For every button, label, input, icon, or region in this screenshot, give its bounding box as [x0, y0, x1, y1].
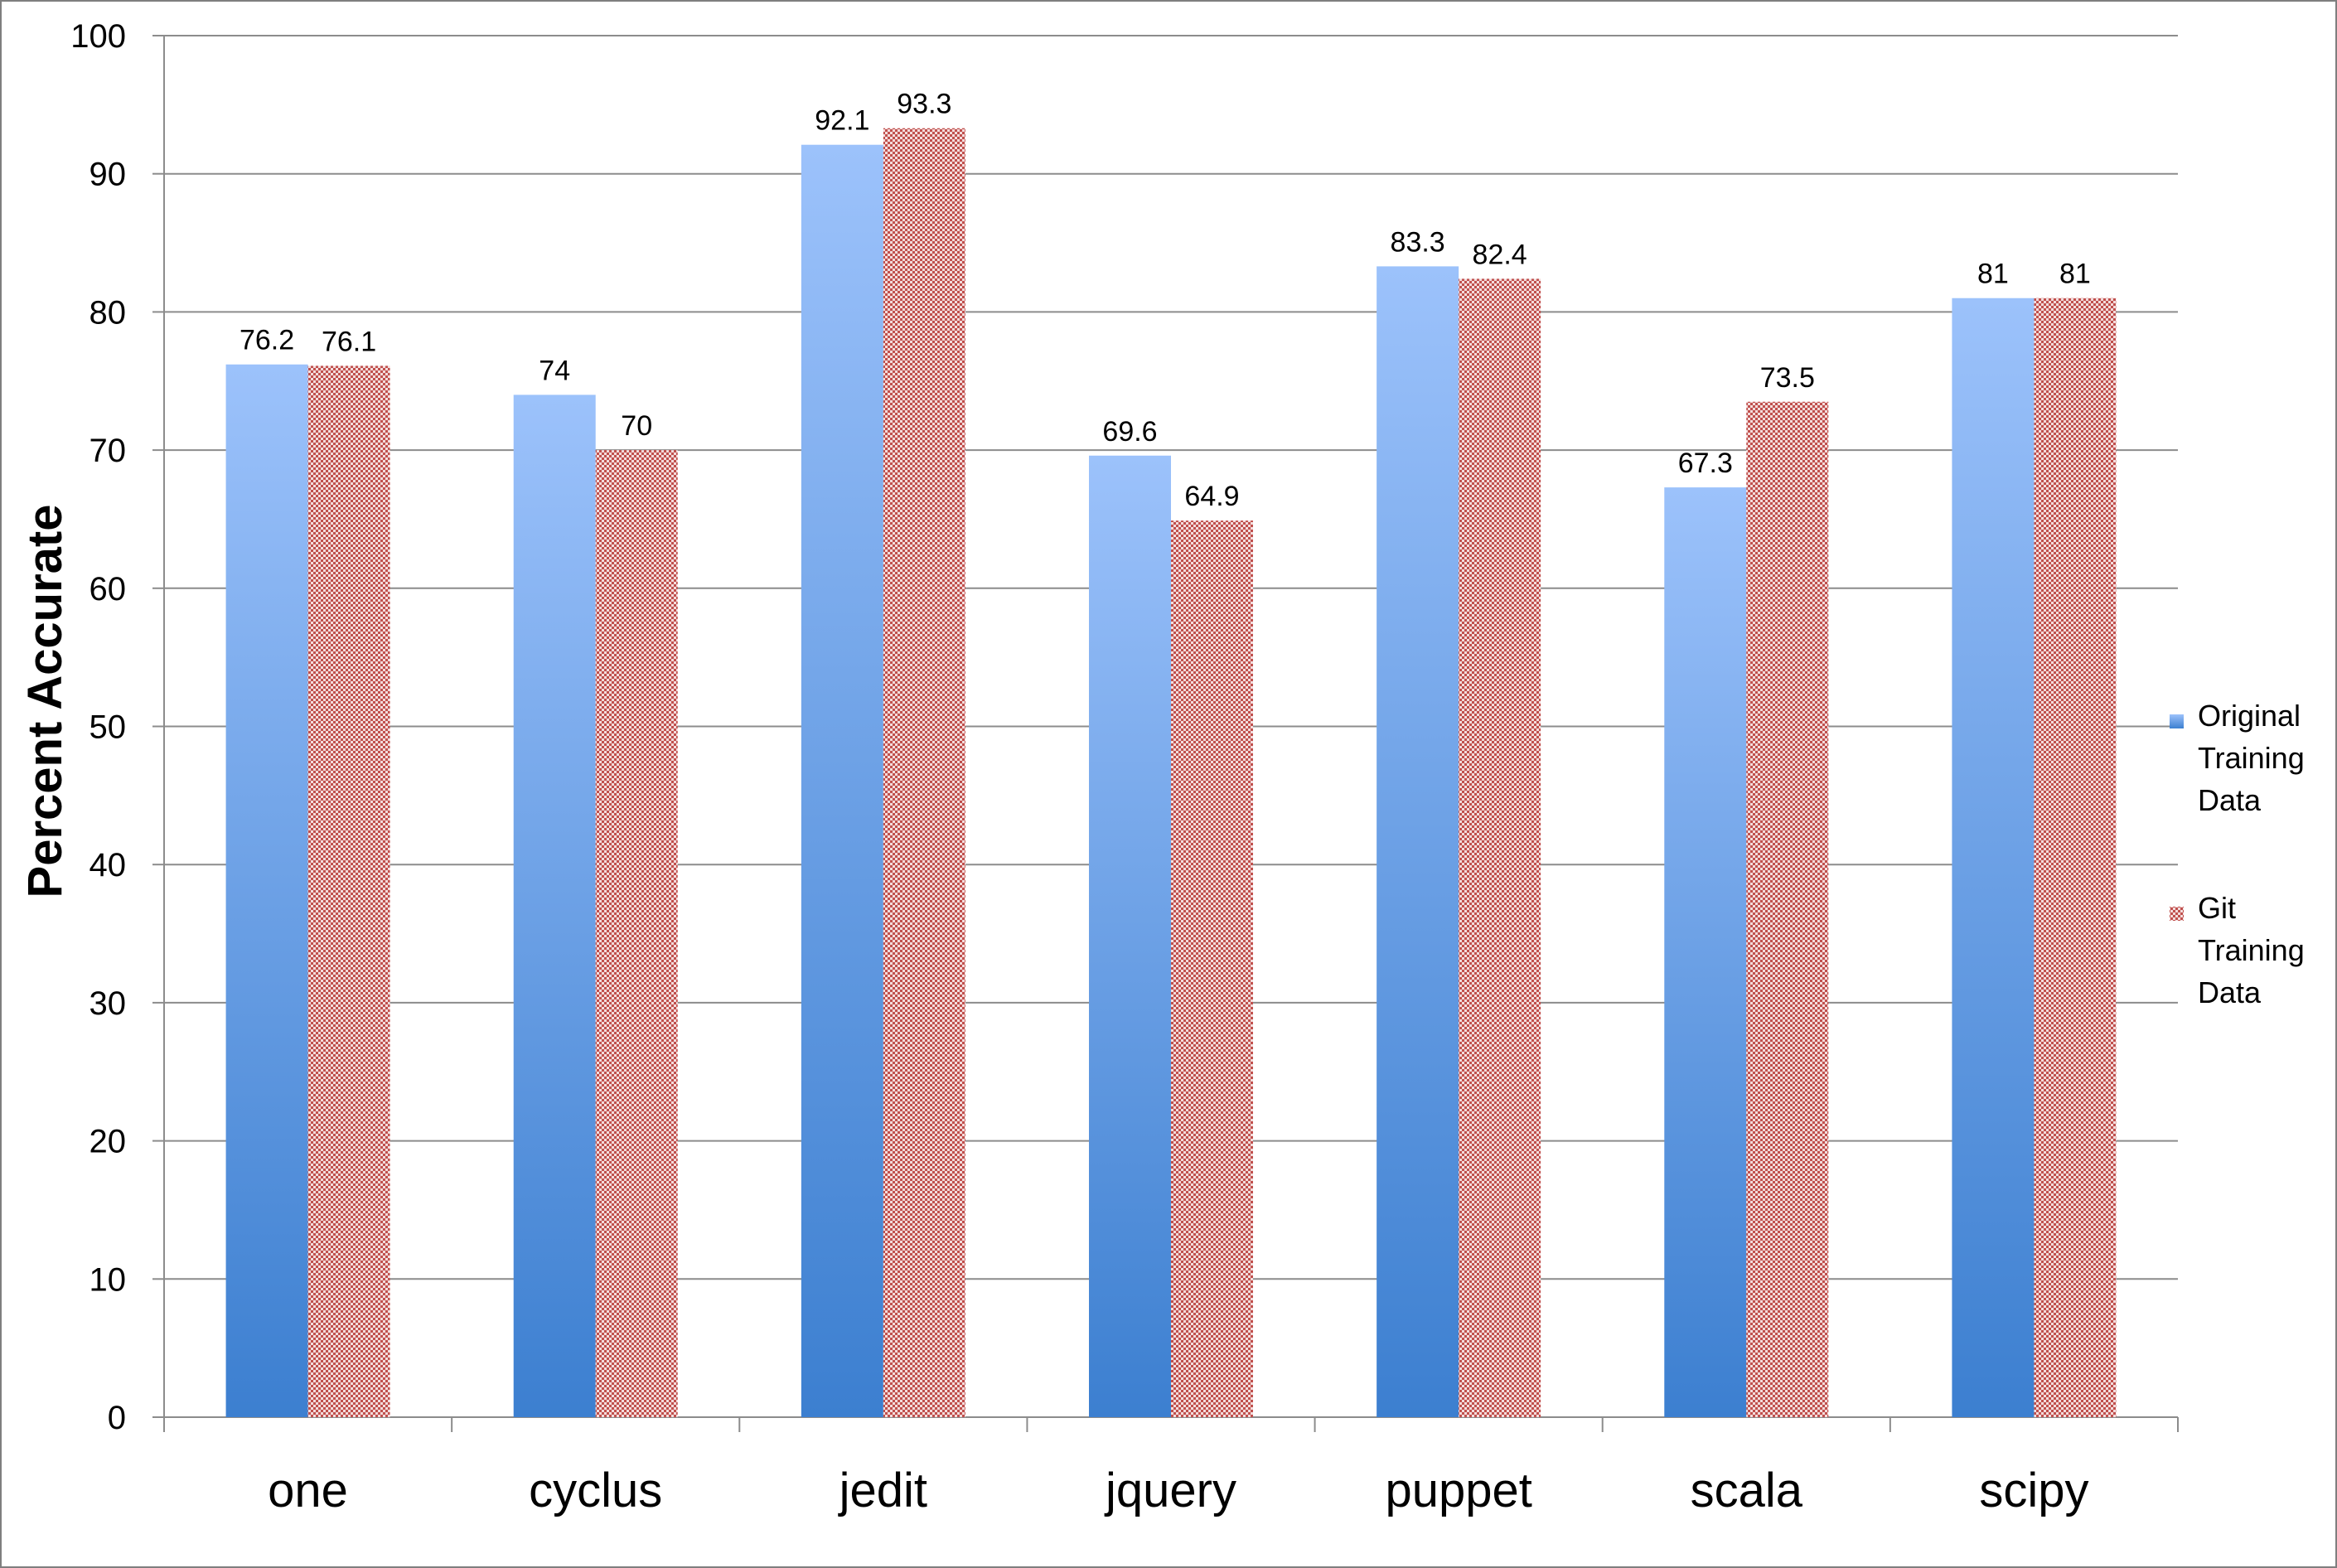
bar-original-scala: [1664, 487, 1747, 1417]
y-tick-label: 0: [108, 1400, 126, 1436]
tick-labels: 0 10 20 30 40 50 60 70 80 90 100 one cyclus jedit jque…: [70, 18, 2088, 1517]
data-label: 92.1: [815, 105, 869, 137]
bar-git-jquery: [1171, 520, 1253, 1418]
bar-git-scipy: [2034, 298, 2117, 1418]
y-tick-label: 70: [90, 433, 127, 469]
bar-original-scipy: [1952, 298, 2035, 1418]
bar-original-one: [225, 364, 308, 1418]
legend-swatch-original: [2170, 714, 2184, 728]
bar-git-scala: [1746, 401, 1829, 1417]
data-label: 81: [1977, 259, 2009, 290]
bar-git-puppet: [1459, 278, 1541, 1418]
bar-git-one: [307, 365, 390, 1418]
y-tick-label: 10: [90, 1261, 127, 1298]
x-tick-label: jedit: [838, 1464, 927, 1517]
legend-label: Git: [2198, 891, 2236, 925]
y-axis-label: Percent Accurate: [18, 505, 72, 898]
data-label: 83.3: [1391, 226, 1445, 258]
y-tick-label: 100: [70, 18, 126, 55]
data-label: 81: [2059, 259, 2091, 290]
x-tick-label: scala: [1691, 1464, 1803, 1517]
bar-original-puppet: [1377, 266, 1459, 1417]
data-label: 69.6: [1102, 416, 1157, 448]
data-label: 70: [621, 410, 652, 442]
data-label: 76.2: [240, 325, 294, 356]
legend-label: Data: [2198, 975, 2262, 1009]
legend-label: Data: [2198, 783, 2262, 817]
bars: [225, 128, 2117, 1418]
data-label: 76.1: [322, 326, 376, 357]
bar-original-jquery: [1089, 455, 1171, 1417]
y-tick-label: 60: [90, 571, 127, 607]
data-label: 82.4: [1473, 239, 1527, 270]
legend-swatch-git: [2170, 907, 2184, 921]
y-tick-label: 40: [90, 847, 127, 883]
y-tick-label: 50: [90, 709, 127, 746]
y-tick-label: 80: [90, 294, 127, 331]
data-label: 74: [539, 355, 570, 386]
x-tick-label: one: [268, 1464, 348, 1517]
x-tick-label: cyclus: [529, 1464, 662, 1517]
legend-label: Original: [2198, 699, 2301, 733]
gridlines: [164, 35, 2178, 1280]
bar-original-cyclus: [513, 394, 596, 1417]
x-tick-label: puppet: [1385, 1464, 1531, 1517]
legend-label: Training: [2198, 741, 2305, 775]
legend: Original Training Data Git Training Data: [2170, 699, 2305, 1009]
bar-git-cyclus: [595, 450, 678, 1417]
data-label: 73.5: [1760, 362, 1815, 394]
data-labels: 76.2 76.1 74 70 92.1 93.3 69.6 64.9 83.3 82.4 67.3…: [240, 89, 2091, 512]
bar-git-jedit: [883, 128, 965, 1418]
data-label: 64.9: [1184, 481, 1239, 512]
y-tick-label: 90: [90, 157, 127, 193]
bar-original-jedit: [801, 144, 883, 1417]
data-label: 93.3: [897, 89, 951, 120]
y-tick-label: 30: [90, 985, 127, 1022]
data-label: 67.3: [1678, 448, 1733, 479]
y-tick-label: 20: [90, 1124, 127, 1160]
legend-label: Training: [2198, 933, 2305, 967]
x-tick-label: jquery: [1104, 1464, 1236, 1517]
x-tick-label: scipy: [1979, 1464, 2088, 1517]
